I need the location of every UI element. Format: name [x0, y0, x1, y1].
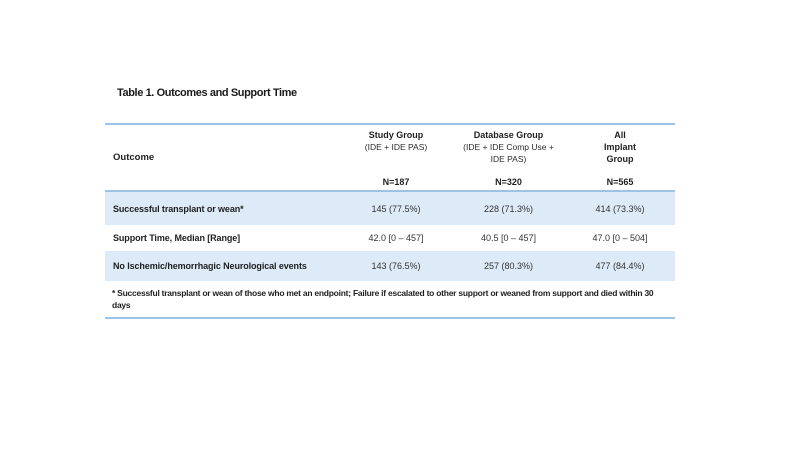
row-label: Support Time, Median [Range]: [113, 233, 241, 243]
cell-value: 42.0 [0 – 457]: [368, 233, 424, 243]
cell-value: 257 (80.3%): [483, 261, 534, 271]
group-n-count: N=187: [382, 177, 410, 187]
cell-value: 143 (76.5%): [371, 261, 421, 271]
table-row: Successful transplant or wean* 145 (77.5…: [105, 192, 675, 225]
row-label: Successful transplant or wean*: [113, 203, 244, 214]
cell-value: 477 (84.4%): [595, 261, 645, 271]
column-header-study-group: Study Group (IDE + IDE PAS) N=187: [340, 125, 452, 190]
group-heading-block: Study Group (IDE + IDE PAS): [365, 129, 427, 153]
group-n-count: N=320: [495, 177, 522, 187]
column-header-outcome: Outcome: [113, 152, 155, 163]
table-header-row: Outcome Study Group (IDE + IDE PAS) N=18…: [105, 123, 675, 192]
column-header-database-group: Database Group (IDE + IDE Comp Use + IDE…: [452, 125, 565, 190]
cell-value: 40.5 [0 – 457]: [480, 233, 537, 243]
outcomes-table: Outcome Study Group (IDE + IDE PAS) N=18…: [105, 123, 675, 319]
table-row: No Ischemic/hemorrhagic Neurological eve…: [105, 251, 675, 281]
group-subtitle: (IDE + IDE PAS): [364, 142, 428, 152]
table-title: Table 1. Outcomes and Support Time: [117, 87, 297, 99]
cell-value: 145 (77.5%): [371, 203, 421, 214]
cell-value: 47.0 [0 – 504]: [592, 233, 648, 243]
group-title: All Implant Group: [603, 130, 636, 164]
group-title: Database Group: [473, 130, 544, 140]
group-heading-block: All Implant Group: [604, 129, 636, 165]
group-subtitle: (IDE + IDE Comp Use + IDE PAS): [463, 142, 554, 164]
group-n-count: N=565: [606, 177, 634, 187]
group-heading-block: Database Group (IDE + IDE Comp Use + IDE…: [463, 129, 554, 165]
group-title: Study Group: [368, 130, 424, 140]
row-label: No Ischemic/hemorrhagic Neurological eve…: [113, 261, 307, 271]
cell-value: 228 (71.3%): [483, 203, 534, 214]
table-row: Support Time, Median [Range] 42.0 [0 – 4…: [105, 225, 675, 251]
table-footnote: * Successful transplant or wean of those…: [105, 281, 675, 319]
column-header-all-implant-group: All Implant Group N=565: [565, 125, 675, 190]
cell-value: 414 (73.3%): [595, 203, 645, 214]
